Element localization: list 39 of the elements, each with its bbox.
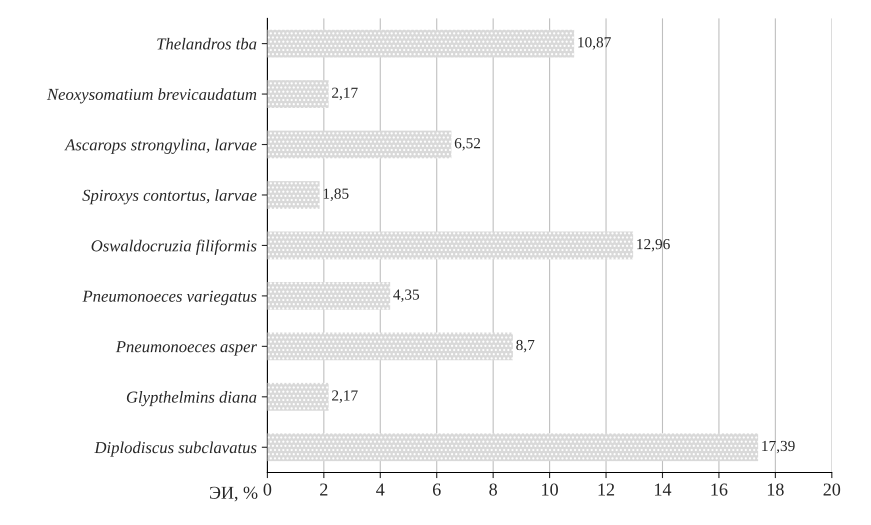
- data-label: 2,17: [332, 390, 358, 403]
- bar: [267, 80, 329, 108]
- y-tick-label: Neoxysomatium brevicaudatum: [46, 88, 256, 104]
- x-tick-label: 12: [598, 483, 614, 496]
- bar: [267, 382, 329, 411]
- y-tick-label: Glypthelmins diana: [126, 391, 256, 406]
- bar: [267, 30, 574, 58]
- bar: [267, 181, 320, 209]
- y-tick-label: Thelandros tba: [157, 38, 256, 50]
- x-tick-label: 20: [824, 483, 840, 496]
- x-tick-label: 4: [376, 484, 385, 496]
- y-tick-label: Pneumonoeces asper: [116, 341, 258, 356]
- data-label: 8,7: [516, 340, 534, 352]
- bar: [267, 433, 758, 462]
- x-tick-label: 14: [655, 484, 672, 496]
- y-tick-label: Oswaldocruzia filiformis: [92, 240, 256, 255]
- y-tick-label: Spiroxys contortus, larvae: [82, 189, 257, 204]
- data-label: 6,52: [454, 138, 480, 151]
- data-label: 2,17: [332, 88, 358, 100]
- x-axis-title: ЭИ, %: [210, 486, 258, 502]
- bar: [267, 332, 513, 360]
- data-label: 4,35: [393, 289, 420, 302]
- bar: [267, 282, 390, 310]
- x-tick-label: 16: [711, 483, 728, 496]
- bar: [267, 130, 452, 158]
- y-tick-label: Pneumonoeces variegatus: [82, 290, 256, 306]
- x-tick-label: 10: [542, 483, 558, 496]
- data-label: 10,87: [578, 37, 611, 50]
- data-label: 1,85: [324, 188, 349, 201]
- y-tick-label: Ascarops strongylina, larvae: [64, 138, 257, 154]
- x-tick-label: 18: [768, 483, 784, 496]
- x-tick-label: 2: [320, 483, 328, 496]
- x-tick-label: 0: [264, 483, 272, 496]
- data-label: 12,96: [637, 238, 670, 252]
- y-tick-label: Diplodiscus subclavatus: [94, 441, 256, 457]
- x-tick-label: 8: [489, 483, 497, 496]
- bar: [267, 232, 634, 260]
- data-label: 17,39: [762, 440, 795, 454]
- x-tick-label: 6: [432, 483, 441, 496]
